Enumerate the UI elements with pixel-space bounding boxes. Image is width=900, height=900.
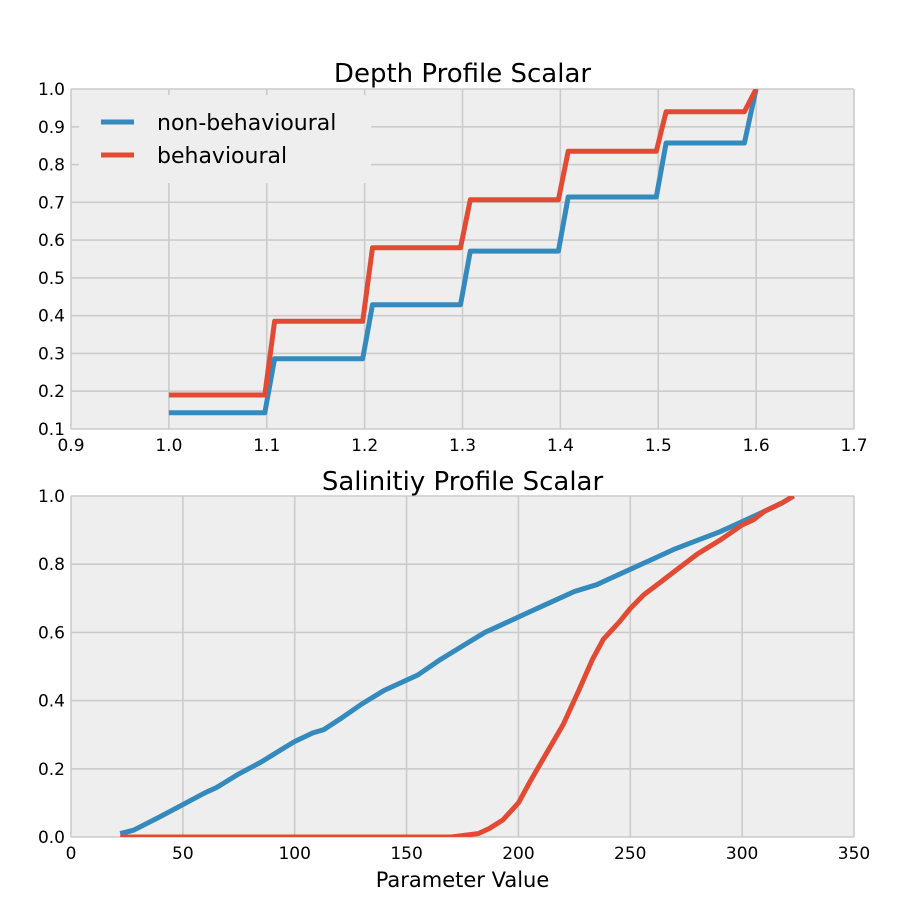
y-tick-label: 0.2 [38,760,65,780]
x-tick-label: 1.0 [155,436,182,456]
depth-profile-chart: 0.9 1.0 1.1 1.2 1.3 1.4 1.5 1.6 1.7 0.1 0.2 0.3 0.4 0… [38,59,868,456]
legend-label: behavioural [157,144,287,169]
x-tick-label: 1.6 [743,436,770,456]
y-tick-label: 0.2 [38,382,65,402]
x-tick-label: 200 [502,844,534,864]
chart-title: Salinitiy Profile Scalar [322,467,604,497]
x-axis-label: Parameter Value [376,868,550,892]
legend-background [79,95,371,183]
y-tick-label: 0.8 [38,156,65,176]
y-tick-label: 0.4 [38,692,65,712]
y-tick-label: 0.6 [38,623,65,643]
x-tick-label: 1.3 [449,436,476,456]
y-tick-label: 0.8 [38,555,65,575]
x-tick-label: 0 [66,844,77,864]
series-line-2 [120,496,795,837]
series-line-1 [119,496,795,837]
x-tick-label: 1.5 [645,436,672,456]
x-tick-label: 250 [614,844,646,864]
y-tick-label: 1.0 [38,80,65,100]
x-tick-label: 150 [390,844,422,864]
plot-background [71,496,854,837]
x-tick-label: 1.4 [547,436,574,456]
x-tick-label: 50 [172,844,194,864]
y-tick-label: 0.7 [38,193,65,213]
x-tick-label: 100 [278,844,310,864]
y-tick-label: 0.6 [38,231,65,251]
y-tick-label: 0.4 [38,307,65,327]
x-tick-label: 1.1 [253,436,280,456]
y-tick-label: 0.0 [38,828,65,848]
series-group [119,496,795,837]
x-tick-label: 1.2 [351,436,378,456]
legend-label: non-behavioural [157,111,336,136]
y-tick-label: 0.3 [38,344,65,364]
series-line-1 [168,89,759,416]
x-tick-label: 1.7 [840,436,867,456]
legend: non-behavioural behavioural [79,95,371,183]
x-tick-label: 300 [726,844,758,864]
series-line-2 [168,89,759,398]
salinity-profile-chart: 0 50 100 150 200 250 300 350 0.0 0.2 0.4 0.6 0.8 1.0 S… [38,467,870,892]
y-tick-label: 1.0 [38,487,65,507]
y-tick-label: 0.5 [38,269,65,289]
chart-title: Depth Profile Scalar [334,59,591,89]
x-tick-label: 350 [838,844,870,864]
series-group [168,89,759,416]
x-tick-label: 0.9 [57,436,84,456]
y-tick-label: 0.1 [38,420,65,440]
y-tick-label: 0.9 [38,118,65,138]
